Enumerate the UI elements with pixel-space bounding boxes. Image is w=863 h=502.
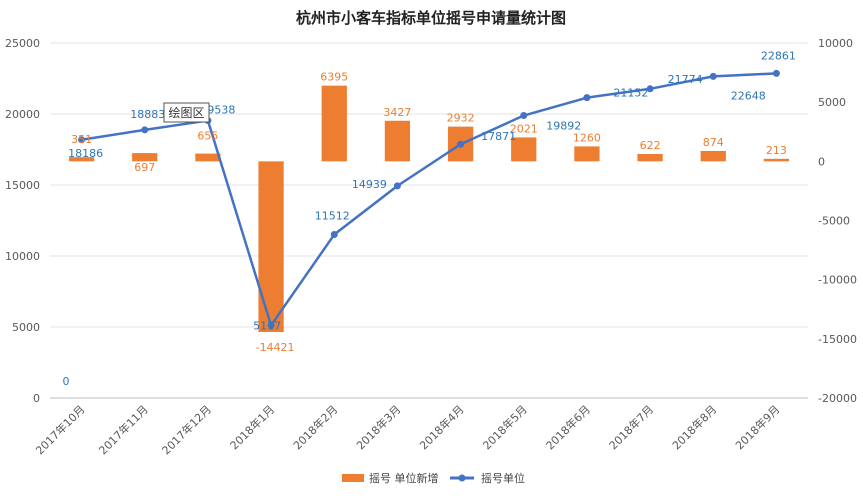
legend-bar-label: 摇号 单位新增 — [369, 471, 439, 485]
line-point — [457, 140, 465, 148]
bar — [258, 161, 284, 332]
extra-zero-label: 0 — [63, 375, 70, 388]
line-point — [646, 85, 654, 93]
bar — [195, 153, 221, 162]
left-tick-label: 5000 — [12, 321, 40, 334]
left-tick-label: 0 — [33, 392, 40, 405]
bar-data-label: 2021 — [510, 122, 538, 135]
bar — [574, 146, 600, 162]
bar-data-label: 622 — [640, 139, 661, 152]
line-point — [393, 182, 401, 190]
line-data-label: 11512 — [315, 210, 350, 223]
x-tick-label: 2018年3月 — [353, 402, 403, 452]
bar-data-label: 6395 — [320, 71, 348, 84]
line-point — [78, 136, 86, 144]
x-tick-label: 2018年5月 — [480, 402, 530, 452]
bar-data-label: 3427 — [383, 106, 411, 119]
line-data-label: 19892 — [546, 120, 581, 133]
bar — [384, 120, 411, 162]
left-tick-label: 15000 — [5, 179, 40, 192]
bar-series — [68, 85, 790, 332]
line-data-label: 21774 — [668, 73, 703, 86]
right-tick-label: -10000 — [818, 274, 857, 287]
bar-data-label: 874 — [703, 136, 724, 149]
data-labels: 351 697 655 -14421 6395 3427 2932 2021 1260 622 87… — [68, 49, 796, 354]
left-y-axis: 0 5000 10000 15000 20000 25000 — [5, 37, 40, 405]
line-data-label: 5117 — [253, 319, 281, 332]
chart-title: 杭州市小客车指标单位摇号申请量统计图 — [296, 9, 566, 27]
line-point — [141, 126, 149, 134]
x-tick-label: 2018年6月 — [543, 402, 593, 452]
line-data-label: 21152 — [613, 87, 648, 100]
right-tick-label: 5000 — [818, 96, 846, 109]
x-tick-label: 2017年10月 — [33, 402, 88, 457]
line-point — [772, 69, 780, 77]
line-point — [709, 72, 717, 80]
bar-data-label: 2932 — [447, 112, 475, 125]
line-data-label: 14939 — [352, 178, 387, 191]
line-data-label: 17871 — [481, 130, 516, 143]
bar — [763, 158, 790, 162]
line-data-label: 18186 — [68, 147, 103, 160]
line-data-label: 22648 — [731, 89, 766, 102]
bar — [321, 85, 347, 162]
line-data-label: 22861 — [761, 49, 796, 62]
legend-line-marker — [458, 474, 466, 482]
legend-line-label: 摇号单位 — [481, 471, 525, 485]
bar-data-label: 213 — [766, 144, 787, 157]
bar-data-label: 1260 — [573, 131, 601, 144]
bar — [637, 153, 663, 162]
x-tick-label: 2018年4月 — [417, 402, 467, 452]
x-tick-label: 2018年1月 — [227, 402, 277, 452]
plot-area-tooltip: 绘图区 — [163, 102, 210, 123]
line-point — [267, 321, 275, 329]
x-tick-label: 2018年9月 — [732, 402, 782, 452]
line-data-label: 18883 — [130, 108, 165, 121]
line-point — [520, 112, 528, 120]
bar-data-label: 351 — [71, 133, 92, 146]
x-tick-label: 2017年11月 — [96, 402, 151, 457]
bar-data-label: 655 — [197, 130, 218, 143]
gridlines — [50, 42, 808, 399]
x-tick-label: 2018年8月 — [669, 402, 719, 452]
right-tick-label: -5000 — [818, 215, 850, 228]
tooltip-text: 绘图区 — [168, 105, 204, 120]
line-point — [330, 231, 338, 239]
right-y-axis: -20000 -15000 -10000 -5000 0 5000 10000 — [818, 37, 857, 405]
legend: 摇号 单位新增 摇号单位 — [342, 471, 525, 485]
line-point — [583, 94, 591, 102]
legend-bar-swatch — [342, 474, 364, 482]
bar-data-label: -14421 — [256, 341, 295, 354]
x-tick-label: 2018年2月 — [290, 402, 340, 452]
bar — [132, 153, 158, 162]
left-tick-label: 25000 — [5, 37, 40, 50]
right-tick-label: -20000 — [818, 392, 857, 405]
x-tick-label: 2018年7月 — [606, 402, 656, 452]
bar-data-label: 697 — [134, 161, 155, 174]
right-tick-label: -15000 — [818, 333, 857, 346]
bar — [511, 137, 537, 162]
left-tick-label: 10000 — [5, 250, 40, 263]
bar — [68, 157, 95, 162]
left-tick-label: 20000 — [5, 108, 40, 121]
bar — [700, 150, 726, 162]
x-axis: 2017年10月 2017年11月 2017年12月 2018年1月 2018年2月 20… — [33, 402, 783, 457]
right-tick-label: 0 — [818, 155, 825, 168]
x-tick-label: 2017年12月 — [159, 402, 214, 457]
right-tick-label: 10000 — [818, 37, 853, 50]
